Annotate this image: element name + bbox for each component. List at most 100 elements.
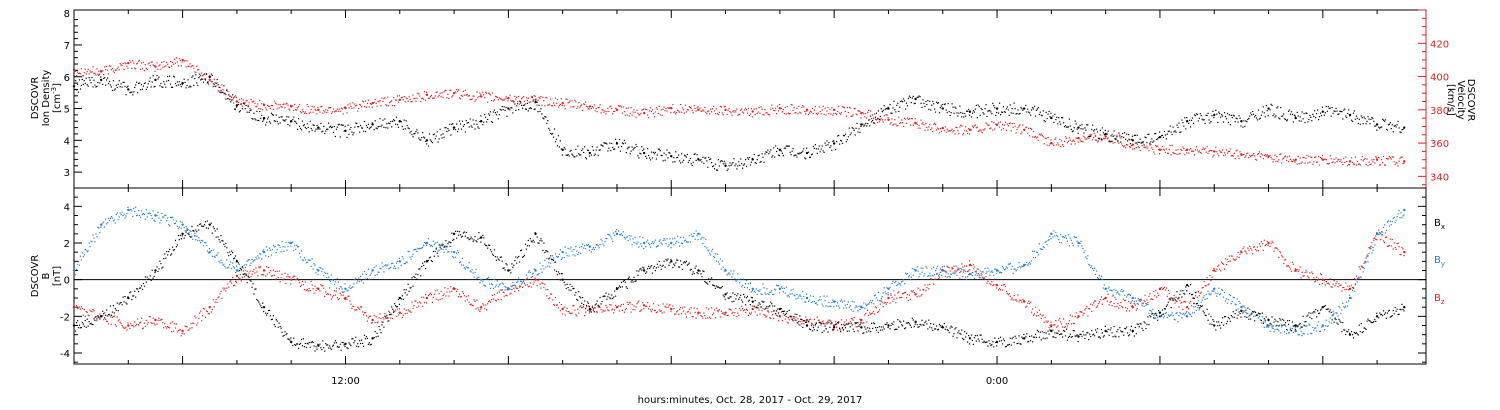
density-series-dot [645,155,647,158]
bz-series-dot [979,277,981,279]
density-series-dot [387,127,389,129]
density-series-point [1267,107,1270,110]
bz-series-dot [1261,243,1263,245]
bz-series-dot [1008,293,1010,295]
by-series-dot [414,248,416,251]
density-series-dot [1173,131,1175,133]
velocity-series-dot [510,99,512,101]
density-series-dot [1119,134,1121,136]
velocity-series-dot [408,96,410,98]
velocity-series-dot [854,108,856,110]
velocity-series-dot [572,105,574,108]
density-series-dot [1207,112,1209,114]
density-series-dot [1017,109,1019,111]
bz-series-dot [94,316,96,319]
velocity-series-dot [833,112,835,114]
density-series-dot [934,111,937,113]
bz-series-dot [1096,305,1099,307]
velocity-series-dot [297,106,300,108]
velocity-series-dot [986,123,988,125]
velocity-series-dot [141,68,144,70]
velocity-series-dot [1260,153,1262,155]
velocity-series-dot [836,113,838,116]
by-series-dot [124,217,126,219]
density-series-dot [1096,131,1099,133]
velocity-series-dot [944,126,946,128]
velocity-series-dot [1150,143,1152,146]
density-series-dot [425,143,428,145]
velocity-series-dot [1312,163,1314,165]
velocity-series-dot [234,95,237,97]
density-series-dot [1171,133,1173,136]
velocity-series-dot [395,99,398,101]
bz-series-dot [593,307,595,309]
bz-series-point [181,329,184,333]
bz-series-dot [814,325,816,327]
bz-series-dot [478,309,480,311]
density-tick-label: 5 [64,105,70,116]
density-series-dot [584,157,587,159]
bz-series-dot [144,325,146,328]
velocity-series-dot [903,117,906,119]
bz-series-dot [794,319,796,321]
velocity-series-dot [797,113,799,115]
density-series-dot [993,105,995,107]
by-series-dot [591,248,593,250]
by-series-dot [660,242,662,244]
bz-series-dot [1090,303,1092,305]
bottom-x-ticks [73,188,1378,364]
bz-series-dot [729,308,731,311]
density-series-dot [1021,108,1023,110]
density-series-dot [114,88,116,90]
density-series-dot [1130,138,1133,141]
velocity-series-dot [252,101,254,103]
velocity-series-dot [520,98,523,100]
by-series-dot [154,220,156,222]
density-series-dot [1394,124,1396,127]
density-series-dot [660,154,662,157]
bz-series-dot [611,309,613,311]
density-series-dot [436,131,438,133]
velocity-series-point [1213,150,1216,153]
velocity-series-dot [419,95,421,97]
bz-series-dot [743,309,746,311]
velocity-series-dot [637,112,639,114]
velocity-series-dot [425,91,428,93]
by-series-dot [559,249,561,251]
by-series-dot [326,276,328,279]
density-series-dot [1209,122,1211,124]
bz-series-dot [308,287,310,290]
by-series-dot [406,261,408,263]
velocity-series-dot [1297,155,1299,157]
density-series-dot [1186,117,1188,119]
velocity-series-dot [771,104,773,106]
density-series-dot [1178,122,1180,124]
density-series-dot [815,148,817,150]
density-series-dot [430,140,433,142]
density-series-dot [137,82,140,85]
density-series-point [1050,116,1053,120]
bz-series-dot [1170,296,1172,299]
density-series-dot [946,112,948,114]
bottom-panel-frame [73,187,1427,365]
by-series-point [181,223,184,226]
velocity-series-dot [870,110,872,112]
velocity-series-dot [1152,148,1154,151]
velocity-series-dot [1251,155,1253,157]
density-series-dot [1282,115,1284,117]
density-series-dot [412,136,414,138]
velocity-series-dot [1087,136,1089,138]
velocity-series-dot [265,107,267,109]
bz-series-dot [1336,281,1338,283]
density-series-dot [277,123,279,125]
velocity-series-dot [400,97,402,99]
by-series-dot [678,241,680,243]
velocity-series-dot [374,98,376,101]
velocity-series-dot [867,111,869,114]
bz-series-dot [889,302,891,304]
velocity-series-dot [716,113,719,115]
density-series-dot [1143,144,1145,146]
bz-series-dot [103,319,105,321]
bz-series-dot [543,286,545,288]
density-series-dot [1160,135,1163,137]
